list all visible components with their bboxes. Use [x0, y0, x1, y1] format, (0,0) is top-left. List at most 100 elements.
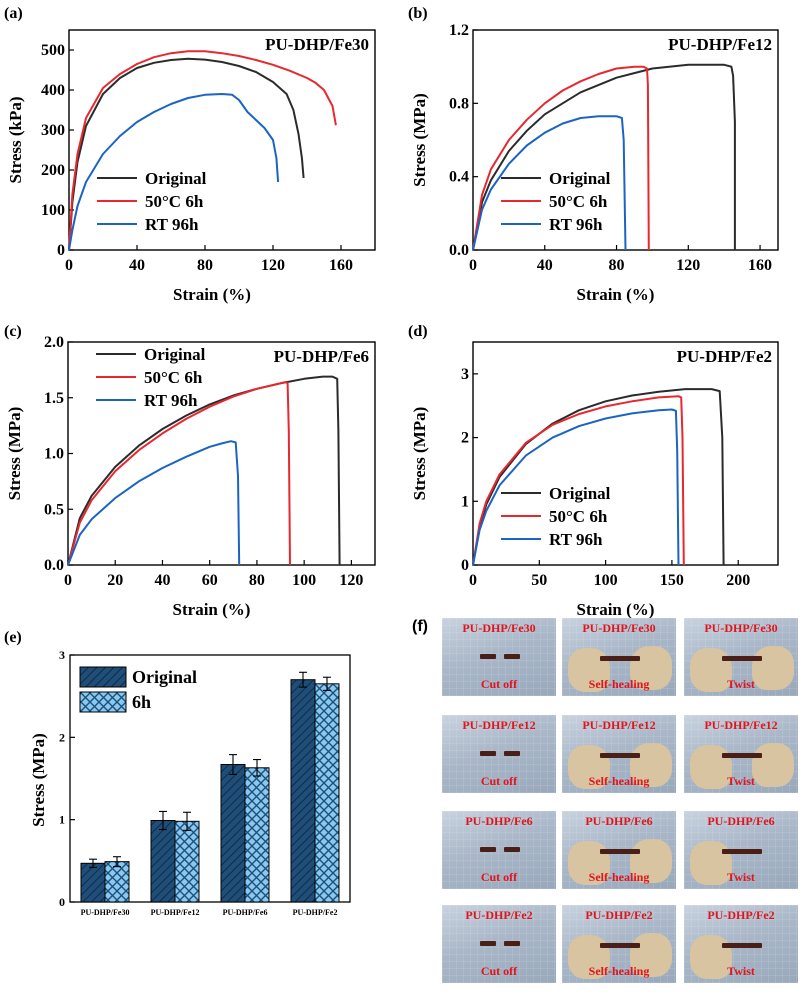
photo-sample-label: PU-DHP/Fe30 [704, 621, 778, 635]
y-tick-label: 1 [59, 813, 65, 827]
photo-sample-label: PU-DHP/Fe6 [707, 814, 775, 828]
x-tick-label: PU-DHP/Fe2 [293, 908, 338, 917]
bar [174, 820, 200, 903]
legend-label: RT 96h [549, 215, 603, 234]
legend-swatch [79, 666, 127, 688]
y-tick-label: 0 [461, 557, 469, 574]
y-tick-label: 300 [41, 122, 65, 139]
bar [314, 683, 340, 903]
photo-texture [442, 905, 556, 983]
x-tick-label: 50 [531, 572, 547, 589]
y-tick-label: 1.2 [449, 22, 469, 39]
photo-sample-label: PU-DHP/Fe12 [704, 718, 778, 732]
y-tick-label: 0 [57, 242, 65, 259]
x-tick-label: 80 [249, 572, 265, 589]
photo-sample-label: PU-DHP/Fe6 [585, 814, 653, 828]
panel-d: (d) 0 50 100 150 200 0 1 2 3 Strain (%) Stress (MPa… [408, 323, 779, 619]
x-tick-label: 100 [292, 572, 316, 589]
photo-texture [442, 618, 556, 696]
sample-piece [504, 751, 520, 756]
bar [244, 767, 270, 903]
photo-self-healing: PU-DHP/Fe2 Self-healing [562, 905, 676, 983]
x-tick-label: 120 [676, 257, 700, 274]
sample-strip [722, 753, 762, 758]
photo-cut-off: PU-DHP/Fe6 Cut off [442, 811, 556, 889]
y-tick-label: 1.0 [44, 446, 64, 463]
y-axis-label: Stress (kPa) [6, 96, 25, 183]
photo-caption: Twist [727, 677, 755, 691]
legend-label: 6h [132, 692, 151, 712]
x-axis-label: Strain (%) [577, 600, 655, 619]
x-axis-label: Strain (%) [173, 600, 251, 619]
y-tick-label: 400 [41, 82, 65, 99]
y-tick-label: 0.0 [449, 242, 469, 259]
x-tick-label: 200 [726, 572, 750, 589]
y-tick-label: 3 [461, 366, 469, 383]
legend-label: Original [145, 169, 207, 188]
gloved-hand [630, 933, 672, 977]
sample-strip [600, 849, 640, 854]
photo-caption: Self-healing [588, 870, 650, 884]
gloved-hand [690, 745, 732, 789]
gloved-hand [630, 743, 672, 787]
x-tick-label: 120 [261, 257, 285, 274]
x-tick-label: 20 [107, 572, 123, 589]
y-tick-label: 200 [41, 162, 65, 179]
panel-title: PU-DHP/Fe12 [668, 35, 772, 54]
panel-title: PU-DHP/Fe6 [274, 347, 369, 366]
panel-label: (b) [408, 5, 428, 22]
legend-label: RT 96h [144, 391, 198, 410]
gloved-hand [752, 743, 794, 787]
panel-label: (e) [4, 629, 22, 646]
legend-swatch [79, 691, 127, 713]
series-line-0 [67, 375, 341, 566]
series-line-1 [472, 65, 650, 251]
y-tick-label: 1.5 [44, 390, 64, 407]
sample-strip [600, 656, 640, 661]
sample-piece [504, 654, 520, 659]
sample-piece [480, 751, 496, 756]
panel-e: (e) 0 1 2 3 Stress (MPa) PU-DHP/Fe30 PU-DHP/Fe1… [4, 629, 351, 917]
photo-twist: PU-DHP/Fe6 Twist [684, 811, 798, 889]
sample-piece [504, 941, 520, 946]
x-tick-label: 150 [660, 572, 684, 589]
x-tick-label: 0 [64, 572, 72, 589]
bar [220, 764, 246, 903]
x-tick-label: 0 [469, 572, 477, 589]
sample-strip [722, 656, 762, 661]
x-tick-label: 80 [197, 257, 213, 274]
series-line-2 [67, 440, 241, 566]
panel-title: PU-DHP/Fe2 [677, 347, 772, 366]
legend-label: 50°C 6h [145, 192, 204, 211]
photo-sample-label: PU-DHP/Fe12 [582, 718, 656, 732]
gloved-hand [630, 646, 672, 690]
legend-label: Original [132, 667, 197, 687]
gloved-hand [568, 841, 610, 885]
panel-b: (b) 0 40 80 120 160 0.0 0.4 0.8 1.2 Strain (%) Stre… [408, 5, 779, 304]
y-tick-label: 2 [461, 430, 469, 447]
photo-caption: Self-healing [588, 677, 650, 691]
legend-label: 50°C 6h [549, 507, 608, 526]
plot-frame [68, 29, 376, 251]
series-line-0 [68, 57, 305, 251]
y-tick-label: 2 [59, 730, 65, 744]
x-axis-label: Strain (%) [577, 285, 655, 304]
legend-label: Original [549, 484, 611, 503]
photo-sample-label: PU-DHP/Fe2 [465, 908, 533, 922]
series-line-2 [472, 408, 680, 566]
x-tick-label: 160 [329, 257, 353, 274]
series-line-0 [472, 63, 736, 251]
y-tick-label: 0.5 [44, 501, 64, 518]
y-tick-label: 0.4 [449, 169, 469, 186]
photo-panel-f: (f) PU-DHP/Fe30 Cut off PU-DHP/Fe30 Self-he… [412, 618, 798, 984]
sample-piece [480, 941, 496, 946]
sample-piece [480, 654, 496, 659]
legend-label: Original [549, 169, 611, 188]
legend-label: Original [144, 345, 206, 364]
photo-self-healing: PU-DHP/Fe30 Self-healing [562, 618, 676, 696]
photo-self-healing: PU-DHP/Fe12 Self-healing [562, 715, 676, 793]
x-tick-label: 80 [609, 257, 625, 274]
photo-self-healing: PU-DHP/Fe6 Self-healing [562, 811, 676, 889]
y-tick-label: 0 [59, 895, 65, 909]
panel-label: (a) [4, 5, 23, 22]
